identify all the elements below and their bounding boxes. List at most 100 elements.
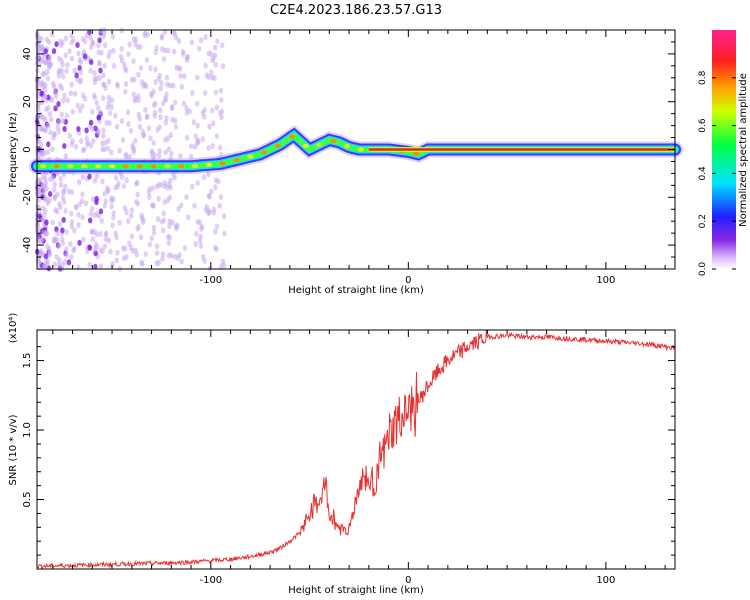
spectrogram-cell bbox=[201, 174, 207, 181]
spectrogram-cell bbox=[213, 177, 219, 184]
spectrogram-cell bbox=[170, 116, 175, 123]
spectrogram-cell bbox=[213, 61, 218, 68]
spectrogram-cell bbox=[45, 75, 51, 82]
spectrogram-cell bbox=[92, 177, 98, 184]
spectrogram-cell bbox=[52, 186, 57, 193]
spectrogram-cell bbox=[118, 53, 124, 60]
spectrogram-cell bbox=[78, 58, 84, 65]
spectrogram-cell bbox=[159, 80, 164, 87]
spectrogram-cell bbox=[149, 235, 154, 242]
spectrogram-cell bbox=[214, 133, 220, 140]
spectrogram-cell bbox=[196, 45, 202, 52]
spectrogram-cell bbox=[128, 212, 134, 219]
spectrogram-cell bbox=[119, 118, 125, 125]
spectrogram-cell bbox=[43, 48, 48, 55]
spectrogram-cell bbox=[161, 227, 166, 234]
spectrogram-cell bbox=[203, 34, 208, 41]
snr-x-label: Height of straight line (km) bbox=[288, 585, 424, 596]
spectrogram-cell bbox=[220, 42, 225, 49]
spectrogram-cell bbox=[144, 114, 150, 121]
spectrogram-cell bbox=[52, 181, 57, 188]
spectrogram-cell bbox=[158, 114, 163, 121]
spectrogram-cell bbox=[151, 224, 157, 231]
spectrogram-cell bbox=[222, 230, 227, 237]
spectrogram-cell bbox=[43, 264, 49, 271]
spectrogram-cell bbox=[167, 234, 172, 241]
spectrogram-cell bbox=[62, 126, 67, 133]
spectrogram-cell bbox=[97, 60, 102, 67]
spectrogram-cell bbox=[80, 174, 85, 181]
spectrogram-cell bbox=[179, 83, 185, 90]
spectrogram-cell bbox=[195, 179, 200, 186]
spectrogram-cell bbox=[219, 96, 224, 103]
spectrogram-cell bbox=[191, 119, 197, 126]
spectrogram-peak bbox=[39, 164, 46, 169]
spectrogram-cell bbox=[59, 111, 64, 118]
spectrogram-cell bbox=[38, 81, 43, 88]
spectrogram-cell bbox=[158, 85, 163, 92]
spectrogram-cell bbox=[218, 263, 224, 270]
spectrogram-cell bbox=[57, 201, 62, 208]
spectrogram-cell bbox=[200, 109, 206, 116]
spectrogram-cell bbox=[133, 247, 138, 254]
spectrogram-cell bbox=[198, 233, 203, 240]
spectrogram-cell bbox=[68, 210, 74, 217]
spectrogram-cell bbox=[47, 250, 53, 257]
spectrogram-cell bbox=[171, 170, 176, 177]
spectrogram-cell bbox=[100, 140, 105, 147]
spectrogram-cell bbox=[89, 59, 94, 66]
spectrogram-cell bbox=[102, 42, 108, 49]
spectrogram-cell bbox=[109, 97, 115, 104]
spectrogram-cell bbox=[106, 237, 112, 244]
spectrogram-cell bbox=[90, 39, 95, 46]
spectrogram-cell bbox=[159, 218, 165, 225]
spectrogram-cell bbox=[80, 191, 85, 198]
spectrogram-cell bbox=[135, 191, 140, 198]
spectrogram-cell bbox=[45, 69, 50, 76]
spectrogram-cell bbox=[165, 47, 171, 54]
spectrogram-cell bbox=[89, 205, 95, 212]
colorbar-tick-label: 0.0 bbox=[698, 262, 708, 277]
spectrogram-cell bbox=[96, 212, 101, 219]
spectrogram-peak bbox=[413, 151, 420, 156]
spectrogram-cell bbox=[50, 219, 55, 226]
spectrogram-cell bbox=[62, 143, 67, 150]
spectrogram-cell bbox=[44, 185, 49, 192]
spectrogram-cell bbox=[36, 151, 41, 158]
spectrogram-cell bbox=[44, 230, 49, 237]
spectrogram-cell bbox=[176, 205, 181, 212]
spectrogram-y-axis: -40 -20 0 20 40 bbox=[22, 29, 675, 270]
spectrogram-cell bbox=[98, 208, 104, 215]
spectrogram-cell bbox=[75, 41, 80, 48]
spectrogram-peak bbox=[302, 143, 309, 148]
spectrogram-cell bbox=[60, 227, 65, 234]
spectrogram-cell bbox=[143, 250, 148, 257]
spectrogram-cell bbox=[113, 112, 118, 119]
spectrogram-cell bbox=[176, 38, 182, 45]
spectrogram-cell bbox=[38, 248, 44, 255]
spectrogram-cell bbox=[76, 222, 81, 229]
spectrogram-cell bbox=[100, 95, 106, 102]
spectrogram-cell bbox=[213, 244, 218, 251]
spectrogram-cell bbox=[206, 208, 212, 215]
spectrogram-cell bbox=[150, 185, 155, 192]
spectrogram-cell bbox=[129, 233, 135, 240]
spectrogram-cell bbox=[68, 90, 74, 97]
spectrogram-cell bbox=[178, 72, 183, 79]
spectrogram-cell bbox=[198, 37, 204, 44]
spectrogram-cell bbox=[90, 196, 96, 203]
spectrogram-cell bbox=[151, 229, 157, 236]
spectrogram-cell bbox=[217, 144, 223, 151]
spectrogram-cell bbox=[115, 81, 120, 88]
spectrogram-cell bbox=[138, 64, 144, 71]
spectrogram-cell bbox=[88, 44, 94, 51]
spectrogram-cell bbox=[148, 65, 153, 72]
spectrogram-cell bbox=[153, 79, 158, 86]
x-tick-label: 100 bbox=[596, 575, 615, 586]
spectrogram-cell bbox=[120, 245, 126, 252]
spectrogram-cell bbox=[201, 254, 206, 261]
spectrogram-cell bbox=[60, 61, 65, 68]
spectrogram-cell bbox=[220, 63, 226, 70]
spectrogram-cell bbox=[173, 99, 178, 106]
spectrogram-peak bbox=[316, 142, 323, 147]
